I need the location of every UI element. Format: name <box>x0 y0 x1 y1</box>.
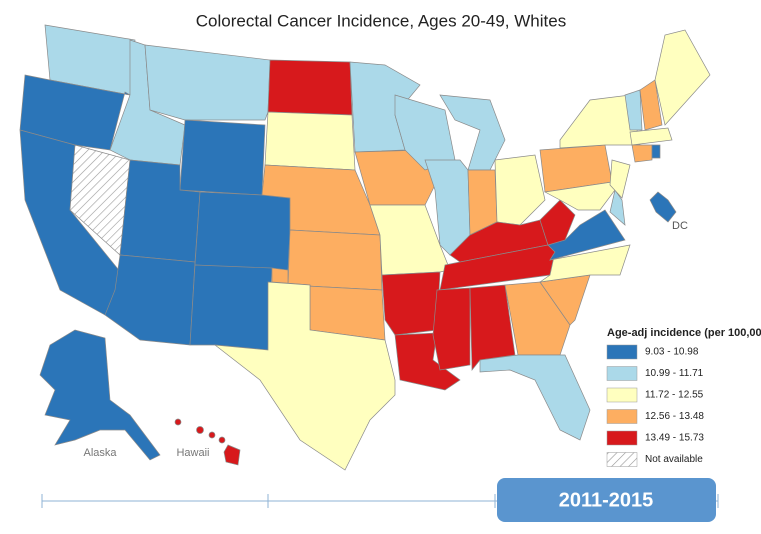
region-label: Hawaii <box>176 447 209 459</box>
hawaii <box>174 418 241 466</box>
state <box>381 271 441 336</box>
island <box>208 431 216 439</box>
legend-title: Age-adj incidence (per 100,000) <box>607 327 761 339</box>
state <box>179 119 266 196</box>
state <box>287 229 383 291</box>
state <box>213 281 396 471</box>
state <box>432 287 471 371</box>
legend-swatch <box>606 452 638 467</box>
state <box>394 94 456 171</box>
state <box>194 191 291 271</box>
state <box>144 44 271 121</box>
state <box>267 59 353 116</box>
legend-label: 9.03 - 10.98 <box>645 347 699 358</box>
state <box>654 29 711 126</box>
state <box>609 159 631 199</box>
state <box>651 144 661 159</box>
legend-label: 13.49 - 15.73 <box>645 433 704 444</box>
legend-label: 11.72 - 12.55 <box>645 390 704 401</box>
state <box>104 254 196 346</box>
legend-label: Not available <box>645 454 703 465</box>
period-button[interactable]: 2011-2015 <box>497 478 716 522</box>
period-label[interactable]: 2011-2015 <box>559 489 654 511</box>
legend-swatch <box>606 366 638 381</box>
state <box>479 354 591 441</box>
state <box>539 199 576 246</box>
state <box>631 144 653 163</box>
state <box>639 79 663 131</box>
state <box>189 264 273 351</box>
legend-swatch <box>606 430 638 446</box>
legend: Age-adj incidence (per 100,000) 9.03 - 1… <box>606 327 761 467</box>
island <box>223 444 241 466</box>
region-label: DC <box>672 220 688 232</box>
region-label: Alaska <box>83 447 117 459</box>
us-map <box>19 24 711 471</box>
period-button-bg[interactable] <box>497 478 716 522</box>
state <box>624 89 643 131</box>
state <box>609 189 626 226</box>
island <box>174 418 182 426</box>
timeline: 2011-2015 <box>41 478 719 522</box>
map-title: Colorectal Cancer Incidence, Ages 20-49,… <box>196 11 566 30</box>
island <box>218 436 226 444</box>
state <box>494 154 546 226</box>
state <box>547 209 626 261</box>
legend-swatch <box>606 387 638 403</box>
legend-label: 12.56 - 13.48 <box>645 411 704 422</box>
state <box>504 281 571 356</box>
legend-swatch <box>606 409 638 424</box>
legend-label: 10.99 - 11.71 <box>645 368 704 379</box>
alaska <box>39 329 161 461</box>
state <box>264 111 356 171</box>
dc-marker <box>649 191 677 223</box>
state <box>629 127 673 146</box>
legend-swatch <box>606 344 638 360</box>
island <box>196 426 204 434</box>
